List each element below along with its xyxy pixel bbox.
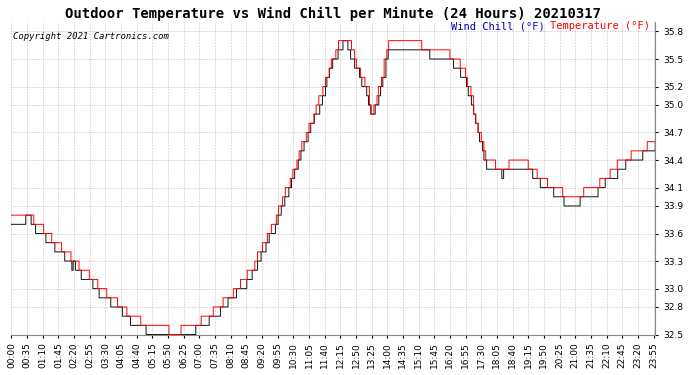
- Temperature (°F): [519, 158, 527, 162]
- Temperature (°F): [575, 195, 584, 199]
- Line: Wind Chill (°F): Wind Chill (°F): [12, 40, 656, 334]
- Wind Chill (°F): [142, 332, 150, 337]
- Temperature (°F): [651, 140, 660, 144]
- Wind Chill (°F): [8, 222, 16, 226]
- Wind Chill (°F): [435, 57, 443, 61]
- Temperature (°F): [165, 332, 173, 337]
- Temperature (°F): [8, 213, 16, 217]
- Temperature (°F): [435, 48, 443, 52]
- Legend: Wind Chill (°F), Temperature (°F): Wind Chill (°F), Temperature (°F): [449, 21, 650, 31]
- Temperature (°F): [150, 323, 159, 328]
- Wind Chill (°F): [223, 305, 231, 309]
- Wind Chill (°F): [151, 332, 159, 337]
- Temperature (°F): [335, 38, 343, 43]
- Wind Chill (°F): [575, 204, 584, 208]
- Text: Copyright 2021 Cartronics.com: Copyright 2021 Cartronics.com: [12, 32, 168, 40]
- Wind Chill (°F): [135, 323, 143, 328]
- Wind Chill (°F): [519, 167, 527, 171]
- Temperature (°F): [223, 296, 231, 300]
- Title: Outdoor Temperature vs Wind Chill per Minute (24 Hours) 20210317: Outdoor Temperature vs Wind Chill per Mi…: [66, 7, 602, 21]
- Wind Chill (°F): [651, 140, 660, 144]
- Line: Temperature (°F): Temperature (°F): [12, 40, 656, 334]
- Temperature (°F): [135, 314, 143, 318]
- Wind Chill (°F): [339, 38, 347, 43]
